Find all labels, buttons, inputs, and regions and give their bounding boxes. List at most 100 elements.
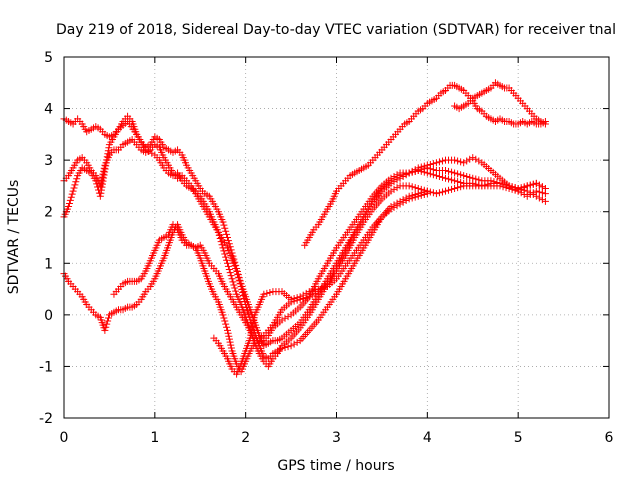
data-point: [225, 265, 233, 273]
data-point: [248, 322, 256, 330]
x-tick-labels: 0 1 2 3 4 5 6: [60, 430, 614, 446]
series-track-g: [301, 81, 549, 249]
data-point: [472, 175, 480, 183]
data-point: [224, 259, 231, 267]
data-point: [408, 194, 416, 202]
data-point: [234, 273, 242, 281]
data-point: [411, 167, 419, 175]
series-track-h: [451, 79, 549, 128]
data-point: [454, 184, 462, 192]
data-point: [396, 200, 404, 208]
data-point: [218, 241, 226, 249]
data-point: [387, 187, 395, 195]
data-point: [448, 176, 456, 184]
y-tick-label: 0: [44, 308, 53, 324]
plot-frame: [63, 56, 610, 419]
data-point: [423, 190, 431, 198]
data-point: [100, 171, 108, 179]
data-point: [532, 179, 540, 187]
data-point: [104, 317, 112, 325]
data-point: [451, 156, 459, 164]
data-point: [102, 162, 110, 170]
data-point: [414, 166, 422, 174]
data-point: [411, 184, 419, 192]
data-point: [399, 198, 407, 206]
data-point: [435, 189, 443, 197]
data-point: [287, 342, 295, 350]
x-tick-label: 2: [241, 430, 250, 446]
data-point: [463, 157, 471, 165]
data-point: [224, 234, 231, 241]
data-point: [478, 182, 486, 190]
data-point: [284, 343, 292, 351]
x-tick-label: 4: [423, 430, 432, 446]
data-point: [227, 272, 235, 280]
data-point: [442, 187, 449, 195]
data-point: [69, 187, 77, 195]
data-point: [221, 250, 229, 258]
data-point: [222, 253, 230, 261]
data-point: [526, 181, 534, 189]
data-point: [402, 197, 410, 205]
data-point: [250, 314, 258, 322]
data-point: [96, 192, 104, 200]
data-point: [484, 180, 492, 188]
data-point: [71, 181, 79, 189]
data-point: [505, 182, 513, 190]
data-point: [314, 285, 322, 293]
data-point: [65, 203, 73, 211]
data-point: [236, 279, 244, 287]
data-point: [223, 323, 231, 331]
data-point: [529, 180, 537, 188]
data-point: [514, 185, 522, 193]
data-point: [263, 289, 271, 297]
data-point: [97, 186, 105, 194]
data-point: [293, 338, 301, 346]
data-point: [65, 199, 73, 207]
data-point: [451, 185, 459, 193]
data-point: [538, 183, 546, 191]
data-point: [219, 218, 227, 226]
data-point: [460, 159, 468, 167]
data-point: [222, 227, 230, 235]
data-point: [451, 177, 459, 185]
data-point: [445, 175, 453, 183]
data-point: [235, 276, 243, 284]
chart-title: Day 219 of 2018, Sidereal Day-to-day VTE…: [56, 22, 616, 38]
data-point: [243, 304, 251, 312]
y-tick-label: -1: [39, 359, 53, 375]
data-point: [220, 221, 228, 229]
data-point: [101, 326, 109, 334]
data-point: [414, 185, 422, 193]
data-point: [287, 295, 295, 303]
data-point: [299, 291, 307, 299]
data-point: [426, 165, 434, 173]
data-point: [317, 284, 325, 292]
data-point: [405, 195, 413, 203]
data-point: [454, 178, 462, 186]
data-point: [432, 190, 440, 198]
data-point: [311, 286, 319, 294]
data-point: [429, 189, 437, 197]
data-point: [414, 192, 422, 200]
data-point: [142, 146, 150, 154]
data-point: [66, 196, 74, 204]
data-point: [448, 185, 456, 193]
y-axis-label: SDTVAR / TECUs: [6, 180, 22, 295]
data-point: [445, 186, 453, 194]
data-point: [227, 341, 235, 349]
x-tick-label: 0: [60, 430, 69, 446]
data-point: [260, 290, 268, 298]
data-point: [247, 328, 255, 336]
data-point: [145, 148, 153, 156]
data-point: [390, 172, 398, 180]
data-point: [219, 311, 227, 319]
data-point: [105, 144, 113, 152]
data-point: [523, 182, 531, 190]
data-point: [457, 171, 465, 179]
data-point: [101, 168, 109, 176]
y-tick-label: 4: [44, 102, 53, 118]
data-point: [481, 181, 489, 189]
series-track-a: [60, 112, 549, 350]
